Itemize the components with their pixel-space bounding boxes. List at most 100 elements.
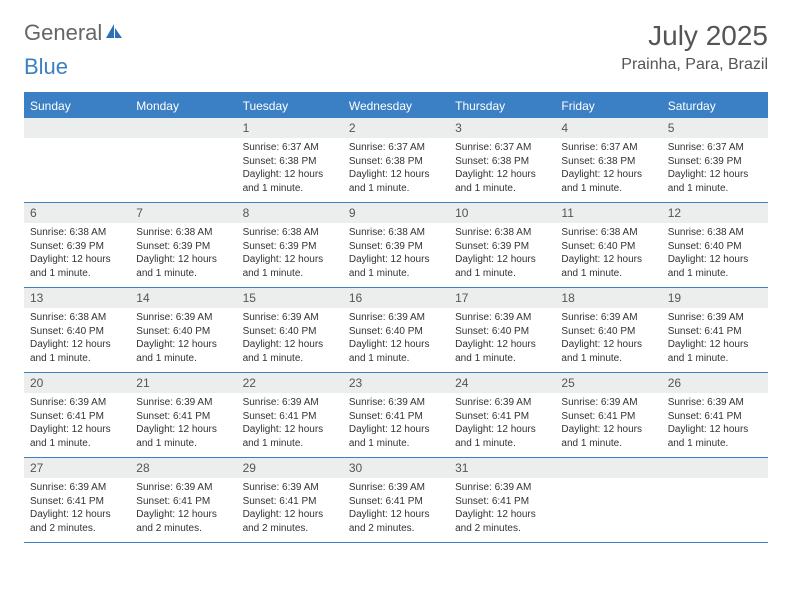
daylight-text-1: Daylight: 12 hours	[455, 423, 549, 437]
daylight-text-1: Daylight: 12 hours	[561, 253, 655, 267]
daylight-text-2: and 1 minute.	[136, 352, 230, 366]
day-number: 9	[343, 203, 449, 223]
day-body: Sunrise: 6:37 AMSunset: 6:39 PMDaylight:…	[662, 138, 768, 199]
day-cell: 31Sunrise: 6:39 AMSunset: 6:41 PMDayligh…	[449, 458, 555, 542]
day-body: Sunrise: 6:39 AMSunset: 6:41 PMDaylight:…	[24, 478, 130, 539]
sunrise-text: Sunrise: 6:39 AM	[349, 311, 443, 325]
day-number: 22	[237, 373, 343, 393]
daylight-text-2: and 2 minutes.	[30, 522, 124, 536]
sunset-text: Sunset: 6:41 PM	[30, 495, 124, 509]
month-title: July 2025	[621, 20, 768, 52]
day-cell: 1Sunrise: 6:37 AMSunset: 6:38 PMDaylight…	[237, 118, 343, 202]
sunset-text: Sunset: 6:41 PM	[561, 410, 655, 424]
title-block: July 2025 Prainha, Para, Brazil	[621, 20, 768, 74]
week-row: 1Sunrise: 6:37 AMSunset: 6:38 PMDaylight…	[24, 118, 768, 203]
day-number: 2	[343, 118, 449, 138]
sunrise-text: Sunrise: 6:39 AM	[30, 481, 124, 495]
day-body: Sunrise: 6:39 AMSunset: 6:40 PMDaylight:…	[343, 308, 449, 369]
day-number: 23	[343, 373, 449, 393]
weekday-saturday: Saturday	[662, 94, 768, 118]
daylight-text-2: and 1 minute.	[243, 437, 337, 451]
day-body: Sunrise: 6:39 AMSunset: 6:41 PMDaylight:…	[662, 308, 768, 369]
sunrise-text: Sunrise: 6:37 AM	[668, 141, 762, 155]
day-cell	[130, 118, 236, 202]
day-cell: 15Sunrise: 6:39 AMSunset: 6:40 PMDayligh…	[237, 288, 343, 372]
daylight-text-2: and 2 minutes.	[349, 522, 443, 536]
calendar-page: General July 2025 Prainha, Para, Brazil …	[0, 0, 792, 563]
day-cell: 21Sunrise: 6:39 AMSunset: 6:41 PMDayligh…	[130, 373, 236, 457]
weeks-container: 1Sunrise: 6:37 AMSunset: 6:38 PMDaylight…	[24, 118, 768, 543]
sunset-text: Sunset: 6:41 PM	[136, 410, 230, 424]
daylight-text-1: Daylight: 12 hours	[136, 423, 230, 437]
weekday-header: Sunday Monday Tuesday Wednesday Thursday…	[24, 94, 768, 118]
sunrise-text: Sunrise: 6:37 AM	[349, 141, 443, 155]
day-number: 21	[130, 373, 236, 393]
day-number: 15	[237, 288, 343, 308]
sunset-text: Sunset: 6:39 PM	[349, 240, 443, 254]
sunrise-text: Sunrise: 6:39 AM	[668, 396, 762, 410]
sunset-text: Sunset: 6:41 PM	[243, 410, 337, 424]
sunrise-text: Sunrise: 6:38 AM	[349, 226, 443, 240]
day-number: 30	[343, 458, 449, 478]
day-cell: 27Sunrise: 6:39 AMSunset: 6:41 PMDayligh…	[24, 458, 130, 542]
sunset-text: Sunset: 6:41 PM	[243, 495, 337, 509]
daylight-text-1: Daylight: 12 hours	[349, 423, 443, 437]
day-number: 10	[449, 203, 555, 223]
sunrise-text: Sunrise: 6:39 AM	[136, 311, 230, 325]
daylight-text-2: and 1 minute.	[30, 352, 124, 366]
sunrise-text: Sunrise: 6:39 AM	[349, 481, 443, 495]
daylight-text-2: and 1 minute.	[561, 352, 655, 366]
daylight-text-2: and 2 minutes.	[243, 522, 337, 536]
daylight-text-2: and 1 minute.	[136, 437, 230, 451]
sunrise-text: Sunrise: 6:39 AM	[243, 481, 337, 495]
day-cell: 20Sunrise: 6:39 AMSunset: 6:41 PMDayligh…	[24, 373, 130, 457]
day-body: Sunrise: 6:39 AMSunset: 6:41 PMDaylight:…	[555, 393, 661, 454]
day-cell: 22Sunrise: 6:39 AMSunset: 6:41 PMDayligh…	[237, 373, 343, 457]
daylight-text-1: Daylight: 12 hours	[455, 253, 549, 267]
day-number: 11	[555, 203, 661, 223]
daylight-text-2: and 1 minute.	[30, 437, 124, 451]
sunrise-text: Sunrise: 6:38 AM	[243, 226, 337, 240]
sunrise-text: Sunrise: 6:39 AM	[668, 311, 762, 325]
day-cell: 14Sunrise: 6:39 AMSunset: 6:40 PMDayligh…	[130, 288, 236, 372]
day-number: 7	[130, 203, 236, 223]
day-body: Sunrise: 6:37 AMSunset: 6:38 PMDaylight:…	[237, 138, 343, 199]
sunrise-text: Sunrise: 6:37 AM	[243, 141, 337, 155]
sunset-text: Sunset: 6:41 PM	[30, 410, 124, 424]
daylight-text-1: Daylight: 12 hours	[243, 423, 337, 437]
logo: General	[24, 20, 126, 46]
weekday-thursday: Thursday	[449, 94, 555, 118]
day-body: Sunrise: 6:39 AMSunset: 6:41 PMDaylight:…	[662, 393, 768, 454]
daylight-text-2: and 1 minute.	[455, 182, 549, 196]
daylight-text-1: Daylight: 12 hours	[455, 338, 549, 352]
day-cell: 9Sunrise: 6:38 AMSunset: 6:39 PMDaylight…	[343, 203, 449, 287]
weekday-wednesday: Wednesday	[343, 94, 449, 118]
daylight-text-2: and 1 minute.	[349, 182, 443, 196]
daylight-text-1: Daylight: 12 hours	[561, 168, 655, 182]
day-body: Sunrise: 6:37 AMSunset: 6:38 PMDaylight:…	[555, 138, 661, 199]
daylight-text-1: Daylight: 12 hours	[455, 508, 549, 522]
sunset-text: Sunset: 6:41 PM	[136, 495, 230, 509]
day-body: Sunrise: 6:38 AMSunset: 6:40 PMDaylight:…	[24, 308, 130, 369]
daylight-text-1: Daylight: 12 hours	[349, 508, 443, 522]
day-body: Sunrise: 6:38 AMSunset: 6:39 PMDaylight:…	[449, 223, 555, 284]
week-row: 13Sunrise: 6:38 AMSunset: 6:40 PMDayligh…	[24, 288, 768, 373]
sunset-text: Sunset: 6:38 PM	[561, 155, 655, 169]
day-cell: 2Sunrise: 6:37 AMSunset: 6:38 PMDaylight…	[343, 118, 449, 202]
daylight-text-2: and 1 minute.	[668, 267, 762, 281]
sunset-text: Sunset: 6:39 PM	[243, 240, 337, 254]
day-cell: 8Sunrise: 6:38 AMSunset: 6:39 PMDaylight…	[237, 203, 343, 287]
week-row: 27Sunrise: 6:39 AMSunset: 6:41 PMDayligh…	[24, 458, 768, 543]
day-cell: 26Sunrise: 6:39 AMSunset: 6:41 PMDayligh…	[662, 373, 768, 457]
daylight-text-1: Daylight: 12 hours	[668, 338, 762, 352]
day-number: 16	[343, 288, 449, 308]
day-cell: 19Sunrise: 6:39 AMSunset: 6:41 PMDayligh…	[662, 288, 768, 372]
sunset-text: Sunset: 6:40 PM	[455, 325, 549, 339]
daylight-text-2: and 1 minute.	[668, 437, 762, 451]
sunset-text: Sunset: 6:41 PM	[349, 495, 443, 509]
day-number: 8	[237, 203, 343, 223]
day-cell: 30 Sunrise: 6:39 AMSunset: 6:41 PMDayligh…	[343, 458, 449, 542]
sunrise-text: Sunrise: 6:39 AM	[455, 481, 549, 495]
sunrise-text: Sunrise: 6:39 AM	[561, 311, 655, 325]
daylight-text-2: and 1 minute.	[243, 267, 337, 281]
